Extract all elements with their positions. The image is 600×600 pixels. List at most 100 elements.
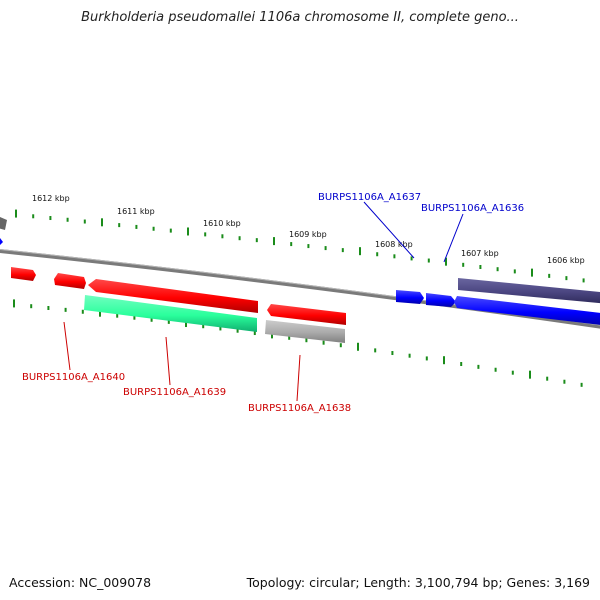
gene-label-a1638[interactable]: BURPS1106A_A1638 [248,403,351,414]
minor-tick [236,328,239,333]
minor-tick [152,226,155,231]
scale-label-1609: 1609 kbp [289,230,327,239]
minor-tick [565,276,568,281]
gene-arrow-a1636[interactable] [426,293,456,307]
minor-tick [219,326,222,331]
minor-tick [238,236,241,241]
gene-label-a1636[interactable]: BURPS1106A_A1636 [421,203,524,214]
label-leader-lines [63,201,464,402]
minor-tick [167,319,170,324]
scale-label-1612: 1612 kbp [32,194,70,203]
major-tick [531,268,533,277]
gene-arrow-a1639[interactable] [88,279,258,313]
minor-tick [324,246,327,251]
topology-text: Topology: circular; Length: 3,100,794 bp… [246,575,590,590]
edge-blue-feature [0,238,3,245]
leader-a1640 [63,321,71,371]
minor-tick [548,273,551,278]
minor-tick [221,234,224,239]
major-tick [445,257,447,266]
major-tick [99,308,101,317]
gene-arrow-red-small[interactable] [11,267,36,281]
minor-tick [307,244,310,249]
gene-label-a1640[interactable]: BURPS1106A_A1640 [22,372,125,383]
major-tick [13,299,15,308]
minor-tick [32,214,35,219]
minor-tick [460,362,463,367]
scale-label-1611: 1611 kbp [117,207,155,216]
gene-arrow-a1638[interactable] [267,304,346,325]
outer-scale-ticks [15,209,585,283]
major-tick [529,370,531,379]
gene-arrow-a1640[interactable] [54,273,86,289]
minor-tick [253,331,256,336]
feature-gray-pseudo [265,320,345,343]
gene-label-a1639[interactable]: BURPS1106A_A1639 [123,387,226,398]
scale-label-1607: 1607 kbp [461,249,499,258]
minor-tick [83,219,86,224]
gene-label-a1637[interactable]: BURPS1106A_A1637 [318,192,421,203]
major-tick [359,247,361,256]
minor-tick [496,267,499,272]
minor-tick [479,265,482,270]
minor-tick [66,217,69,222]
scale-label-1608: 1608 kbp [375,240,413,249]
minor-tick [305,338,308,343]
minor-tick [580,382,583,387]
minor-tick [425,356,428,361]
gene-arrow-blue-long[interactable] [454,296,600,326]
accession-text: Accession: NC_009078 [9,575,152,590]
scale-labels: 1612 kbp 1611 kbp 1610 kbp 1609 kbp 1608… [32,194,585,265]
minor-tick [204,232,207,237]
minor-tick [118,223,121,228]
minor-tick [288,335,291,340]
minor-tick [511,370,514,375]
edge-feature [0,217,7,230]
minor-tick [116,313,119,318]
inner-scale-ticks [13,299,583,387]
minor-tick [427,258,430,263]
minor-tick [563,379,566,384]
gene-labels: BURPS1106A_A1637 BURPS1106A_A1636 BURPS1… [22,192,524,414]
minor-tick [462,262,465,267]
minor-tick [64,307,67,312]
minor-tick [582,278,585,283]
leader-a1639 [165,336,171,386]
minor-tick [546,376,549,381]
minor-tick [391,351,394,356]
major-tick [187,227,189,236]
major-tick [273,237,275,246]
major-tick [443,356,445,365]
minor-tick [255,238,258,243]
major-tick [185,319,187,328]
minor-tick [513,269,516,274]
minor-tick [133,315,136,320]
minor-tick [81,309,84,314]
major-tick [357,342,359,351]
leader-a1638 [296,354,301,402]
minor-tick [376,252,379,257]
minor-tick [135,224,138,229]
major-tick [15,209,17,218]
minor-tick [393,254,396,259]
minor-tick [408,353,411,358]
minor-tick [202,324,205,329]
minor-tick [322,340,325,345]
leader-a1637 [363,201,415,259]
minor-tick [410,256,413,261]
minor-tick [339,343,342,348]
leader-a1636 [443,213,464,263]
map-title: Burkholderia pseudomallei 1106a chromoso… [81,10,519,25]
scale-label-1610: 1610 kbp [203,219,241,228]
minor-tick [169,228,172,233]
minor-tick [290,242,293,247]
minor-tick [494,367,497,372]
feature-dark [458,278,600,304]
gene-arrow-a1637[interactable] [396,290,424,304]
minor-tick [150,317,153,322]
minor-tick [47,306,50,311]
minor-tick [477,364,480,369]
feature-green-cds [84,295,257,332]
minor-tick [341,248,344,253]
